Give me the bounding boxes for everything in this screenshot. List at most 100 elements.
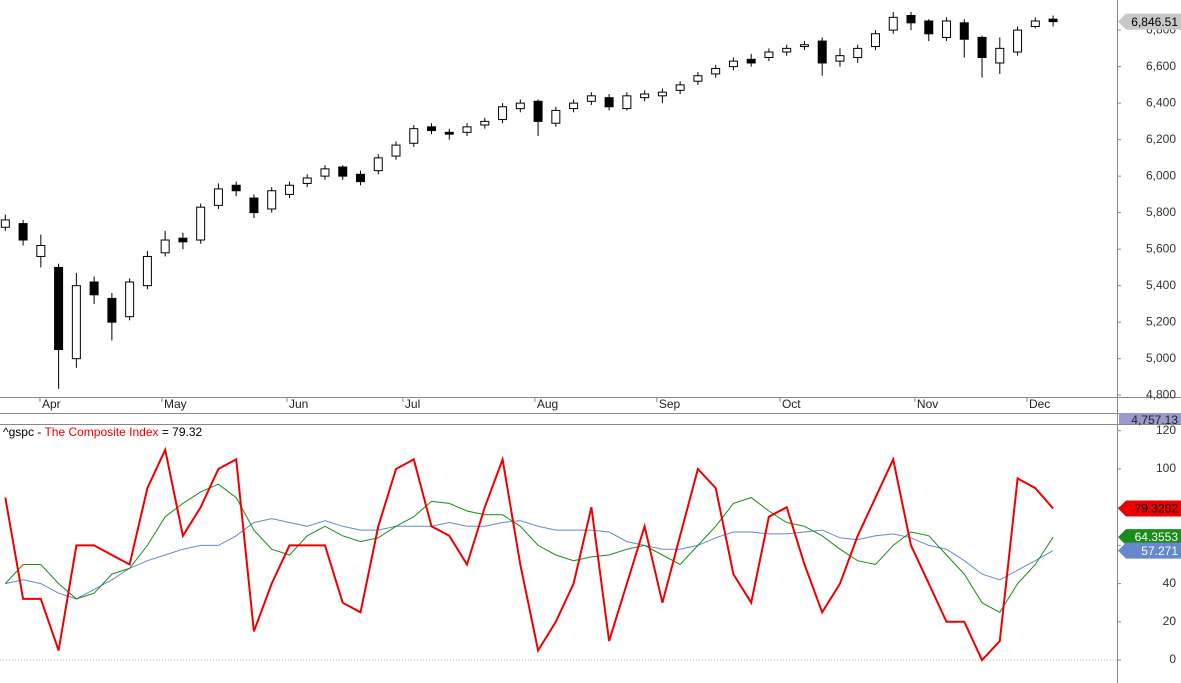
candle-body [427,126,437,132]
candle-body [320,168,330,177]
candle-body [498,106,508,121]
x-tick-label: Aug [537,397,558,411]
y-tick-label: 6,400 [1146,95,1176,109]
y-tick-label: 6,000 [1146,168,1176,182]
candle-body [373,157,383,172]
candle-body [906,15,916,24]
candle-body [586,95,596,102]
y-tick-label: 100 [1156,461,1176,475]
candle-body [799,44,809,48]
candle-body [71,285,81,360]
candle-body [835,55,845,62]
candle-body [480,120,490,126]
candle-body [54,266,64,351]
candle-body [36,245,46,257]
candle-body [160,239,170,254]
y-tick-label: 6,200 [1146,132,1176,146]
candle-body [657,91,667,97]
x-tick-label: Jul [405,397,420,411]
x-tick-label: May [164,397,187,411]
candle-body [444,131,454,135]
value-badge-label: 57.271 [1141,544,1178,558]
y-tick-label: 20 [1163,614,1177,628]
candle-body [267,190,277,210]
candle-body [870,33,880,48]
candle-body [533,100,543,122]
value-badge-label: 64.3553 [1135,530,1179,544]
indicator-title: ^gspc - The Composite Index = 79.32 [3,425,203,439]
candle-body [924,20,934,35]
candle-body [1048,18,1058,23]
candle-body [284,184,294,195]
candle-body [231,184,241,192]
indicator-name: The Composite Index [44,425,158,439]
candle-body [693,75,703,82]
value-badge-label: 6,846.51 [1131,15,1178,29]
y-tick-label: 40 [1163,576,1177,590]
candle-body [888,16,898,31]
y-tick-label: 6,600 [1146,59,1176,73]
x-tick-label: Oct [782,397,801,411]
indicator-line [5,518,1054,600]
candle-body [515,102,525,110]
candle-body [959,22,969,40]
y-tick-label: 5,000 [1146,351,1176,365]
candle-body [338,166,348,177]
indicator-value: = 79.32 [159,425,203,439]
value-badge [1118,542,1181,559]
x-tick-label: Dec [1029,397,1050,411]
x-tick-label: Jun [289,397,308,411]
candle-body [622,95,632,110]
y-tick-label: 120 [1156,423,1176,437]
candle-body [1013,29,1023,53]
indicator-line [4,483,1054,613]
y-tick-label: 5,400 [1146,278,1176,292]
candle-body [711,67,721,75]
y-tick-label: 4,800 [1146,387,1176,401]
value-badge [1118,500,1181,517]
value-badge [1118,529,1181,546]
candle-body [355,173,365,183]
y-tick-label: 5,200 [1146,314,1176,328]
candle-body [995,47,1005,64]
candle-body [675,84,685,91]
candle-body [249,197,259,214]
candle-body [604,97,614,108]
candle-body [213,188,223,206]
candle-body [569,102,579,110]
candle-body [746,58,756,64]
candle-body [462,126,472,133]
ticker: ^gspc - [3,425,44,439]
candle-body [728,60,738,68]
candle-body [640,93,650,99]
y-tick-label: 5,600 [1146,241,1176,255]
candle-body [196,206,206,241]
candle-body [107,297,117,323]
candle-body [409,128,419,144]
candle-body [551,109,561,124]
candle-body [178,237,188,243]
candle-body [125,281,135,318]
x-tick-label: Nov [917,397,938,411]
candle-body [977,36,987,58]
low-badge-label: 4,757.13 [1131,413,1178,427]
y-tick-label: 0 [1169,652,1176,666]
candle-body [782,47,792,53]
candle-body [817,40,827,64]
candle-body [18,223,28,241]
candle-body [302,177,312,184]
candle-body [89,281,99,296]
candle-body [0,219,10,228]
candle-body [764,51,774,58]
low-badge-bg [1119,413,1181,424]
indicator-line [4,446,1054,662]
candle-body [853,47,863,58]
candle-body [1030,20,1040,27]
x-tick-label: Apr [42,397,61,411]
candle-body [942,20,952,38]
candle-body [142,255,152,287]
candle-body [391,144,401,157]
value-badge [1118,13,1181,30]
